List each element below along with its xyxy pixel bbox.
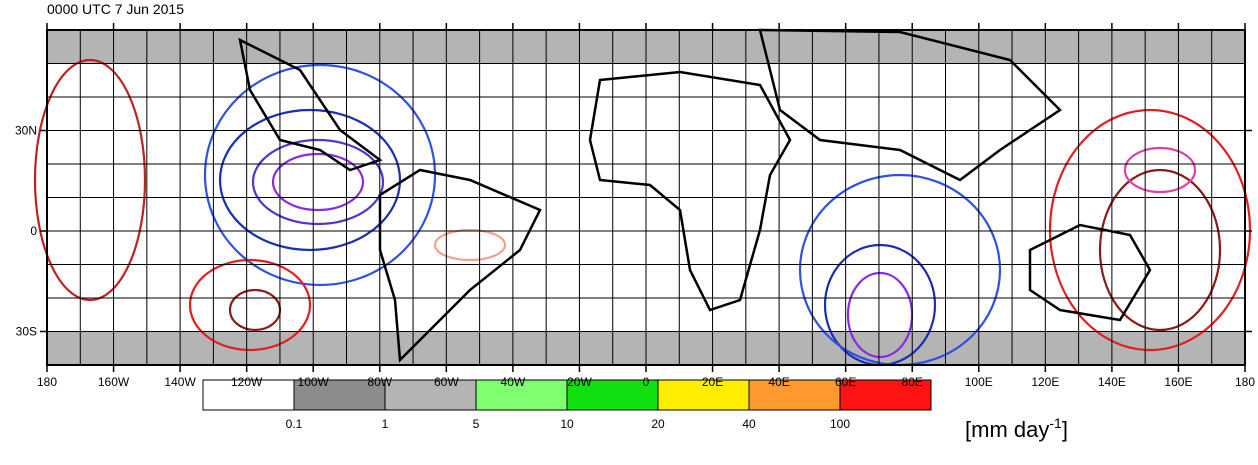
africa (588, 70, 792, 312)
lon-label: 20E (702, 375, 723, 389)
contour (433, 228, 507, 262)
lon-label: 100E (965, 375, 993, 389)
lon-label: 120W (231, 375, 263, 389)
lon-label: 160E (1164, 375, 1192, 389)
lat-label: 0 (30, 224, 37, 238)
unit-exponent: -1 (1049, 415, 1062, 431)
map (33, 28, 1252, 367)
contour (188, 258, 312, 352)
colorbar-box (839, 379, 932, 411)
contour (271, 152, 365, 212)
lon-label: 140W (164, 375, 196, 389)
colorbar-box (566, 379, 659, 411)
unit-close: ] (1062, 417, 1068, 442)
contour (1098, 168, 1222, 332)
colorbar-label: 5 (473, 417, 480, 431)
colorbar-box (748, 379, 841, 411)
colorbar-label: 40 (742, 417, 756, 431)
south-america (378, 168, 542, 363)
lon-label: 120E (1031, 375, 1059, 389)
title: 0000 UTC 7 Jun 2015 (47, 1, 184, 17)
colorbar-label: 0.1 (286, 417, 303, 431)
lon-label: 40W (501, 375, 526, 389)
lon-label: 100W (298, 375, 330, 389)
colorbar-box (475, 379, 568, 411)
eurasia (758, 28, 1062, 182)
contour (33, 58, 147, 302)
lon-label: 60W (434, 375, 459, 389)
colorbar-unit: [mm day-1] (965, 415, 1068, 442)
lon-label: 180 (37, 375, 57, 389)
lon-label: 80E (902, 375, 923, 389)
unit-text: [mm day (965, 417, 1049, 442)
contour (1123, 146, 1197, 194)
australia (1028, 223, 1152, 322)
colorbar-box (384, 379, 477, 411)
colorbar-label: 10 (560, 417, 574, 431)
lon-label: 160W (98, 375, 130, 389)
colorbar-label: 1 (382, 417, 389, 431)
lon-label: 140E (1098, 375, 1126, 389)
lon-label: 180 (1235, 375, 1255, 389)
lon-label: 60E (835, 375, 856, 389)
lon-label: 0 (643, 375, 650, 389)
contour (218, 108, 402, 252)
coastlines (238, 28, 1152, 363)
contour (251, 138, 385, 226)
lon-label: 80W (367, 375, 392, 389)
colorbar-box (202, 379, 295, 411)
contour (1048, 108, 1252, 352)
contours (33, 58, 1252, 367)
lat-label: 30S (16, 325, 37, 339)
colorbar-label: 100 (830, 417, 850, 431)
colorbar: 0.1 1 5 10 20 40 100 (202, 379, 932, 431)
lat-label: 30N (15, 124, 37, 138)
colorbar-box (293, 379, 386, 411)
contour (203, 63, 437, 287)
colorbar-label: 20 (651, 417, 665, 431)
lon-label: 40E (768, 375, 789, 389)
lon-label: 20W (567, 375, 592, 389)
graticule (47, 30, 1245, 365)
